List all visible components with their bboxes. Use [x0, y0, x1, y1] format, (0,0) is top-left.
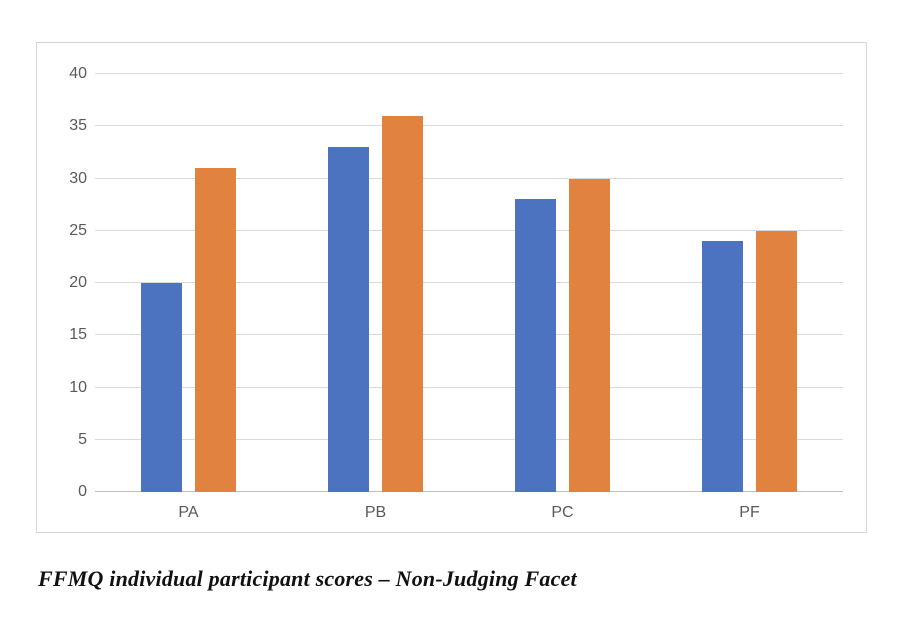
bar-orange-pc	[569, 178, 610, 492]
y-tick-label-40: 40	[69, 65, 87, 82]
figure-caption: FFMQ individual participant scores – Non…	[38, 566, 577, 591]
bar-group-pb	[282, 74, 469, 492]
bar-blue-pf	[702, 241, 743, 492]
bar-blue-pb	[328, 147, 369, 492]
gridline-10	[95, 386, 843, 388]
bar-chart-frame: 0 5 10 15 20 25 30 35 40 PA PB PC PF	[36, 42, 867, 533]
gridline-0	[95, 491, 843, 492]
y-tick-label-10: 10	[69, 378, 87, 396]
x-tick-label-pa: PA	[178, 504, 199, 521]
bar-groups	[95, 74, 843, 492]
y-tick-label-15: 15	[69, 326, 87, 344]
y-tick-label-0: 0	[78, 483, 87, 500]
gridline-5	[95, 438, 843, 440]
y-tick-label-30: 30	[69, 169, 87, 187]
y-tick-label-20: 20	[69, 274, 87, 291]
x-tick-label-pf: PF	[739, 504, 760, 521]
bar-orange-pb	[382, 115, 423, 492]
bar-blue-pa	[141, 283, 182, 492]
gridline-40	[95, 73, 843, 74]
y-axis-labels: 0 5 10 15 20 25 30 35 40	[45, 65, 87, 500]
bar-orange-pa	[195, 168, 236, 492]
bar-blue-pc	[515, 199, 556, 492]
bar-orange-pf	[756, 230, 797, 492]
x-axis-labels: PA PB PC PF	[95, 504, 843, 522]
y-tick-label-25: 25	[69, 221, 87, 239]
y-tick-label-5: 5	[78, 430, 87, 448]
x-tick-label-pc: PC	[551, 504, 574, 521]
gridline-35	[95, 125, 843, 127]
gridline-25	[95, 229, 843, 231]
bar-group-pa	[95, 74, 282, 492]
x-tick-label-pb: PB	[364, 504, 387, 521]
gridline-20	[95, 282, 843, 283]
y-tick-label-35: 35	[69, 117, 87, 135]
plot-area	[95, 73, 843, 492]
gridline-15	[95, 334, 843, 336]
gridline-30	[95, 177, 843, 179]
bar-group-pc	[469, 74, 656, 492]
bar-group-pf	[656, 74, 843, 492]
